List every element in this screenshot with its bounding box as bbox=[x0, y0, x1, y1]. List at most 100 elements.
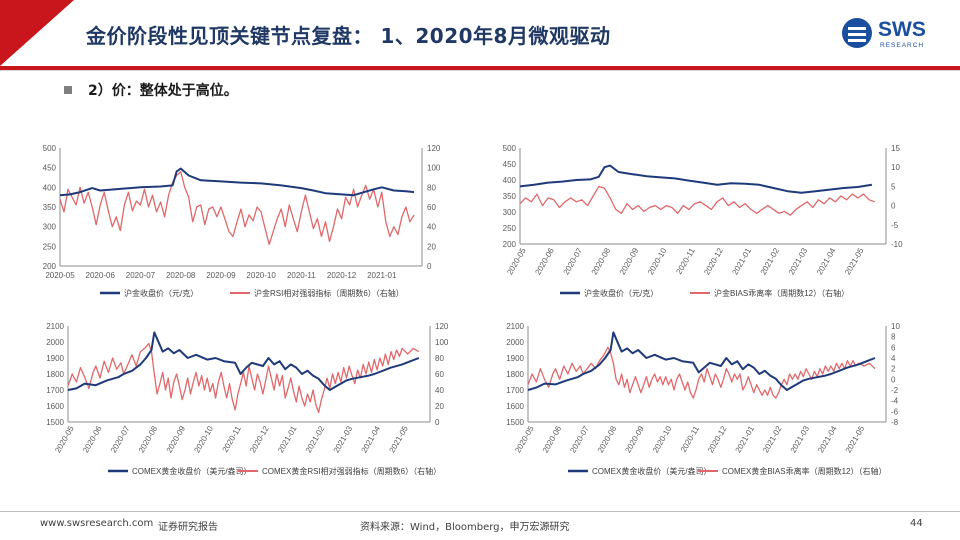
x-axis-tick-label: 2021-03 bbox=[787, 246, 810, 276]
logo-subtext: RESEARCH bbox=[880, 42, 925, 49]
right-axis-tick-label: 10 bbox=[891, 322, 900, 331]
x-axis-tick-label: 2020-05 bbox=[45, 271, 75, 280]
x-axis-tick-label: 2020-08 bbox=[590, 246, 613, 276]
right-axis-tick-label: 40 bbox=[435, 386, 444, 395]
footer-divider bbox=[0, 511, 960, 512]
legend-label: COMEX黄金收盘价（美元/盎司） bbox=[592, 466, 712, 476]
left-axis-tick-label: 200 bbox=[43, 262, 57, 271]
x-axis-tick-label: 2020-12 bbox=[327, 271, 357, 280]
x-axis-tick-label: 2020-09 bbox=[206, 271, 236, 280]
right-axis-tick-label: -10 bbox=[891, 240, 903, 249]
x-axis-tick-label: 2021-03 bbox=[332, 424, 355, 454]
x-axis-tick-label: 2020-10 bbox=[651, 424, 674, 454]
right-axis-tick-label: 20 bbox=[427, 242, 436, 251]
left-axis-tick-label: 2000 bbox=[46, 338, 64, 347]
right-axis-tick-label: 15 bbox=[891, 144, 900, 153]
left-axis-tick-label: 300 bbox=[503, 208, 517, 217]
x-axis-tick-label: 2020-11 bbox=[679, 424, 701, 454]
x-axis-tick-label: 2020-07 bbox=[109, 424, 132, 454]
header-accent-triangle bbox=[0, 0, 74, 66]
logo-text: SWS bbox=[878, 18, 926, 41]
left-axis-tick-label: 2100 bbox=[506, 322, 524, 331]
left-axis-tick-label: 250 bbox=[43, 242, 57, 251]
right-axis-tick-label: 0 bbox=[427, 262, 432, 271]
right-axis-tick-label: 4 bbox=[891, 354, 896, 363]
right-axis-tick-label: 10 bbox=[891, 163, 900, 172]
x-axis-tick-label: 2020-06 bbox=[81, 424, 104, 454]
x-axis-tick-label: 2021-01 bbox=[730, 246, 753, 276]
legend-label: COMEX黄金收盘价（美元/盎司） bbox=[132, 466, 252, 476]
left-axis-tick-label: 1700 bbox=[46, 386, 64, 395]
x-axis-tick-label: 2021-03 bbox=[789, 424, 812, 454]
left-axis-tick-label: 350 bbox=[503, 192, 517, 201]
chart-comex-gold-bias: 21002000190018001700160015001086420-2-4-… bbox=[506, 322, 900, 476]
x-axis-tick-label: 2020-08 bbox=[166, 271, 196, 280]
right-axis-tick-label: 20 bbox=[435, 402, 444, 411]
x-axis-tick-label: 2020-06 bbox=[541, 424, 564, 454]
right-axis-tick-label: 60 bbox=[435, 370, 444, 379]
right-axis-tick-label: 100 bbox=[427, 164, 441, 173]
legend-label: 沪金BIAS乖离率（周期数12）（右轴） bbox=[714, 288, 849, 298]
price-series-line bbox=[527, 331, 876, 391]
section-subtitle: 2）价：整体处于高位。 bbox=[88, 83, 238, 99]
left-axis-tick-label: 450 bbox=[43, 164, 57, 173]
left-axis-tick-label: 200 bbox=[503, 240, 517, 249]
x-axis-tick-label: 2021-01 bbox=[367, 271, 397, 280]
x-axis-tick-label: 2021-05 bbox=[844, 424, 867, 454]
chart-comex-gold-rsi: 2100 2000 1900 1800 1700 1600 1500 120 100 80 60 40… bbox=[46, 322, 449, 476]
right-axis-tick-label: -6 bbox=[891, 407, 899, 416]
x-axis-tick-label: 2020-09 bbox=[618, 246, 641, 276]
left-axis-tick-label: 400 bbox=[503, 176, 517, 185]
x-axis-tick-label: 2020-12 bbox=[706, 424, 729, 454]
right-axis-tick-label: 80 bbox=[435, 354, 444, 363]
right-axis-tick-label: -5 bbox=[891, 221, 899, 230]
left-axis-tick-label: 1900 bbox=[506, 354, 524, 363]
footer-website-link[interactable]: www.swsresearch.com bbox=[40, 518, 154, 529]
x-axis-tick-label: 2020-06 bbox=[86, 271, 116, 280]
right-axis-tick-label: 40 bbox=[427, 223, 436, 232]
price-series-line bbox=[519, 164, 873, 194]
left-axis-tick-label: 250 bbox=[503, 224, 517, 233]
x-axis-tick-label: 2021-02 bbox=[759, 246, 782, 276]
x-axis-tick-label: 2020-07 bbox=[126, 271, 156, 280]
left-axis-tick-label: 450 bbox=[503, 160, 517, 169]
x-axis-tick-label: 2020-09 bbox=[623, 424, 646, 454]
legend-label: 沪金收盘价（元/克） bbox=[124, 288, 198, 298]
right-axis-tick-label: 0 bbox=[891, 202, 896, 211]
left-axis-tick-label: 500 bbox=[43, 144, 57, 153]
x-axis-tick-label: 2021-04 bbox=[815, 246, 838, 276]
x-axis-tick-label: 2020-10 bbox=[646, 246, 669, 276]
left-axis-tick-label: 1800 bbox=[46, 370, 64, 379]
x-axis-tick-label: 2021-04 bbox=[816, 424, 839, 454]
right-axis-tick-label: 2 bbox=[891, 365, 896, 374]
x-axis-tick-label: 2020-06 bbox=[533, 246, 556, 276]
price-series-line bbox=[67, 331, 420, 391]
left-axis-tick-label: 1500 bbox=[506, 418, 524, 427]
chart-sh-gold-rsi: 5004504003503002502001201008060402002020… bbox=[43, 144, 441, 298]
indicator-series-line bbox=[519, 185, 875, 216]
right-axis-tick-label: 0 bbox=[435, 418, 440, 427]
x-axis-tick-label: 2020-11 bbox=[674, 246, 696, 276]
x-axis-tick-label: 2020-08 bbox=[596, 424, 619, 454]
indicator-series-line bbox=[67, 342, 420, 414]
x-axis-tick-label: 2020-07 bbox=[562, 246, 585, 276]
x-axis-tick-label: 2021-02 bbox=[304, 424, 327, 454]
x-axis-tick-label: 2020-11 bbox=[287, 271, 316, 280]
sws-logo-icon bbox=[842, 18, 872, 48]
legend-label: 沪金收盘价（元/克） bbox=[584, 288, 658, 298]
x-axis-tick-label: 2020-05 bbox=[513, 424, 536, 454]
left-axis-tick-label: 1800 bbox=[506, 370, 524, 379]
x-axis-tick-label: 2020-05 bbox=[505, 246, 528, 276]
x-axis-tick-label: 2021-02 bbox=[761, 424, 784, 454]
header-divider bbox=[0, 66, 960, 70]
x-axis-tick-label: 2020-10 bbox=[246, 271, 276, 280]
indicator-series-line bbox=[527, 346, 876, 399]
right-axis-tick-label: 120 bbox=[427, 144, 441, 153]
x-axis-tick-label: 2021-05 bbox=[387, 424, 410, 454]
page-title: 金价阶段性见顶关键节点复盘： 1、2020年8月微观驱动 bbox=[86, 24, 611, 48]
left-axis-tick-label: 1900 bbox=[46, 354, 64, 363]
left-axis-tick-label: 500 bbox=[503, 144, 517, 153]
x-axis-tick-label: 2020-12 bbox=[248, 424, 271, 454]
right-axis-tick-label: 60 bbox=[427, 203, 436, 212]
